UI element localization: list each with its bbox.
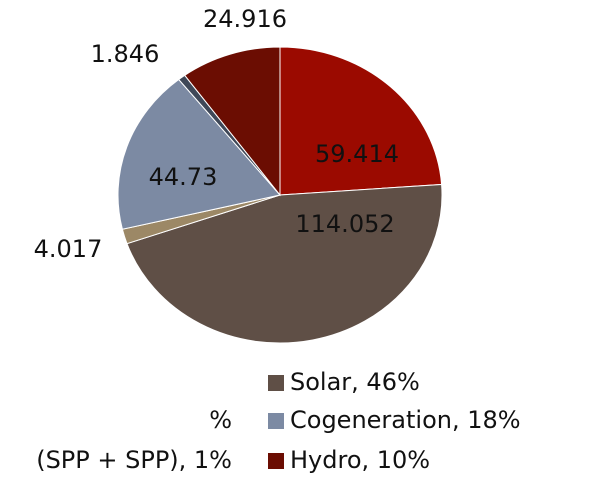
legend-swatch [268,375,284,391]
legend-swatch [268,453,284,469]
data-label: 24.916 [203,5,287,33]
legend-label: (SPP + SPP), 1% [36,446,232,474]
data-label: 59.414 [315,140,399,168]
pie-slice [183,46,281,197]
data-label: 1.846 [91,40,160,68]
legend-label: Cogeneration, 18% [290,406,521,434]
pie-slice [117,78,281,230]
data-label: 4.017 [34,235,103,263]
legend-label: Solar, 46% [290,368,420,396]
pie-slice [279,46,443,196]
legend-label: % [209,406,232,434]
pie-slice [126,183,443,344]
legend-label: Hydro, 10% [290,446,430,474]
data-label: 114.052 [295,210,394,238]
data-label: 44.73 [149,163,218,191]
legend-swatch [268,413,284,429]
